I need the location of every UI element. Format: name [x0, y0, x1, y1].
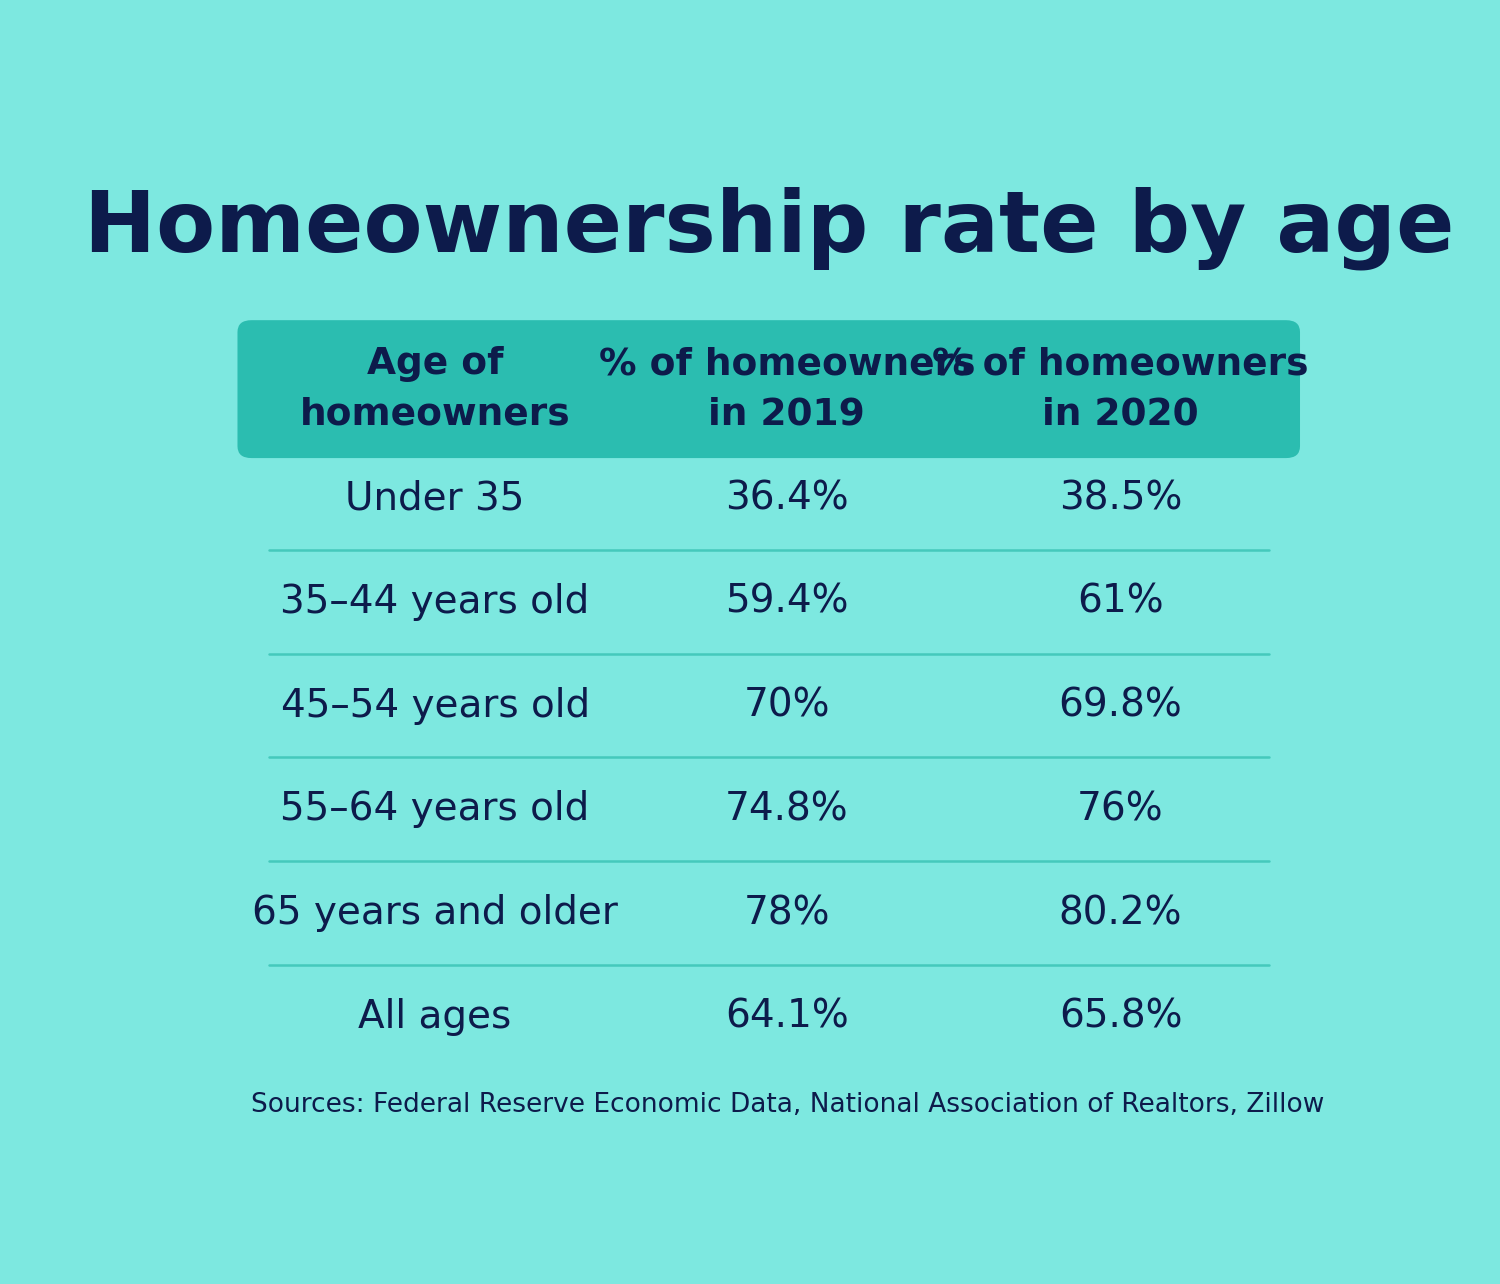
Text: Homeownership rate by age: Homeownership rate by age [84, 186, 1453, 270]
Text: 59.4%: 59.4% [724, 583, 849, 620]
Text: 74.8%: 74.8% [724, 790, 849, 828]
Text: Age of
homeowners: Age of homeowners [300, 347, 570, 433]
Text: 69.8%: 69.8% [1059, 687, 1182, 724]
Text: 70%: 70% [744, 687, 830, 724]
Text: Under 35: Under 35 [345, 479, 525, 517]
Text: 55–64 years old: 55–64 years old [280, 790, 590, 828]
Text: 76%: 76% [1077, 790, 1164, 828]
Text: Sources: Federal Reserve Economic Data, National Association of Realtors, Zillow: Sources: Federal Reserve Economic Data, … [252, 1093, 1324, 1118]
Text: All ages: All ages [358, 998, 512, 1036]
Text: 78%: 78% [744, 894, 830, 932]
Text: 36.4%: 36.4% [724, 479, 849, 517]
Text: % of homeowners
in 2019: % of homeowners in 2019 [598, 347, 975, 433]
Text: 65.8%: 65.8% [1059, 998, 1182, 1036]
Text: 80.2%: 80.2% [1059, 894, 1182, 932]
Text: 35–44 years old: 35–44 years old [280, 583, 590, 620]
Text: 65 years and older: 65 years and older [252, 894, 618, 932]
Text: 64.1%: 64.1% [724, 998, 849, 1036]
Text: % of homeowners
in 2020: % of homeowners in 2020 [933, 347, 1310, 433]
Text: 45–54 years old: 45–54 years old [280, 687, 590, 724]
Text: 61%: 61% [1077, 583, 1164, 620]
FancyBboxPatch shape [237, 320, 1300, 458]
Text: 38.5%: 38.5% [1059, 479, 1182, 517]
